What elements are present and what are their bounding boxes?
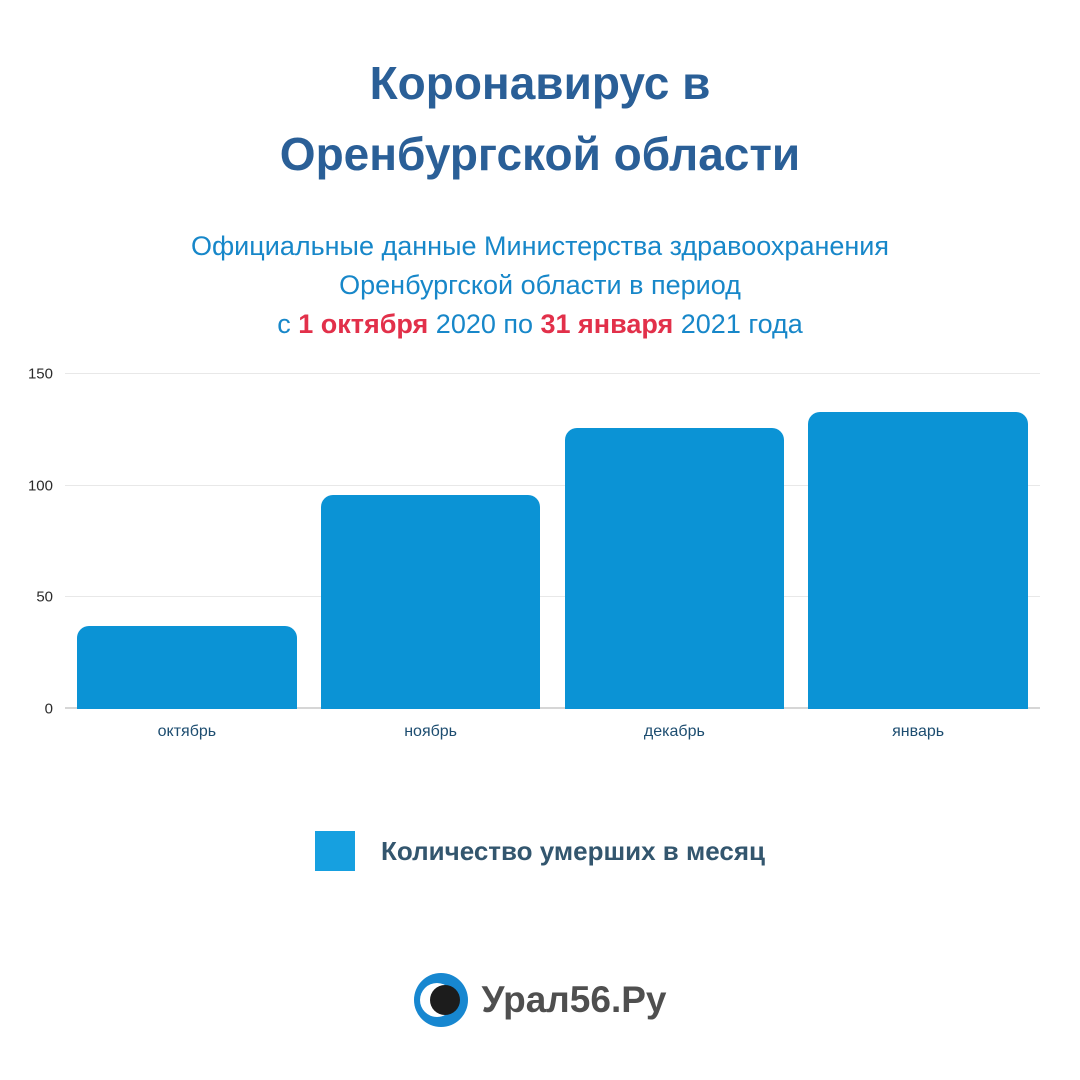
- gridline-50: [65, 596, 1040, 598]
- ural56-logo-icon: [413, 973, 468, 1028]
- legend-swatch: [315, 831, 356, 872]
- x-axis-label-январь: январь: [892, 723, 945, 741]
- plot-area: 0 50 100 150: [28, 366, 1040, 718]
- bar-slot-ноябрь: [309, 374, 553, 710]
- gridline-0: [65, 707, 1040, 710]
- chart-legend: Количество умерших в месяц: [0, 831, 1080, 872]
- y-axis-tick-0: 0: [44, 700, 53, 718]
- x-axis-label-октябрь: октябрь: [157, 723, 217, 741]
- y-axis-tick-150: 150: [27, 365, 53, 383]
- brand-name: Урал56.Ру: [481, 979, 667, 1021]
- subtitle-date-suffix: 2021 года: [673, 308, 803, 339]
- subtitle-line-1: Официальные данные Министерства здравоох…: [190, 230, 890, 261]
- y-axis-tick-50: 50: [36, 588, 53, 606]
- subtitle-date-start: 1 октября: [298, 308, 429, 339]
- legend-label: Количество умерших в месяц: [381, 835, 765, 866]
- subtitle-date-end: 31 января: [540, 308, 674, 339]
- x-labels: октябрь ноябрь декабрь январь: [65, 723, 1040, 741]
- bar-slot-январь: [796, 374, 1040, 710]
- x-axis-label-декабрь: декабрь: [643, 723, 705, 741]
- page-title: Коронавирус в Оренбургской области: [0, 0, 1080, 191]
- gridline-100: [65, 484, 1040, 486]
- x-axis-label-ноябрь: ноябрь: [404, 723, 458, 741]
- subtitle-date-prefix: с: [277, 308, 299, 339]
- subtitle: Официальные данные Министерства здравоох…: [0, 227, 1080, 344]
- bar-октябрь: [77, 626, 297, 710]
- footer-brand: Урал56.Ру: [0, 973, 1080, 1028]
- bar-декабрь: [564, 427, 785, 710]
- gridline-150: [65, 373, 1040, 375]
- y-axis-tick-100: 100: [27, 477, 53, 495]
- bars: [65, 374, 1040, 710]
- title-line-2: Оренбургской области: [279, 128, 801, 181]
- bar-slot-декабрь: [553, 374, 797, 710]
- subtitle-line-3: с 1 октября 2020 по 31 января 2021 года: [0, 305, 1080, 344]
- bar-ноябрь: [320, 494, 541, 710]
- gridlines: 0 50 100 150: [28, 366, 1040, 718]
- bar-январь: [808, 411, 1028, 710]
- bar-slot-октябрь: [65, 374, 309, 710]
- subtitle-line-2: Оренбургской области в период: [339, 269, 741, 300]
- subtitle-date-mid: 2020 по: [428, 308, 541, 339]
- bar-chart: 0 50 100 150: [28, 366, 1040, 718]
- title-line-1: Коронавирус в: [369, 57, 711, 109]
